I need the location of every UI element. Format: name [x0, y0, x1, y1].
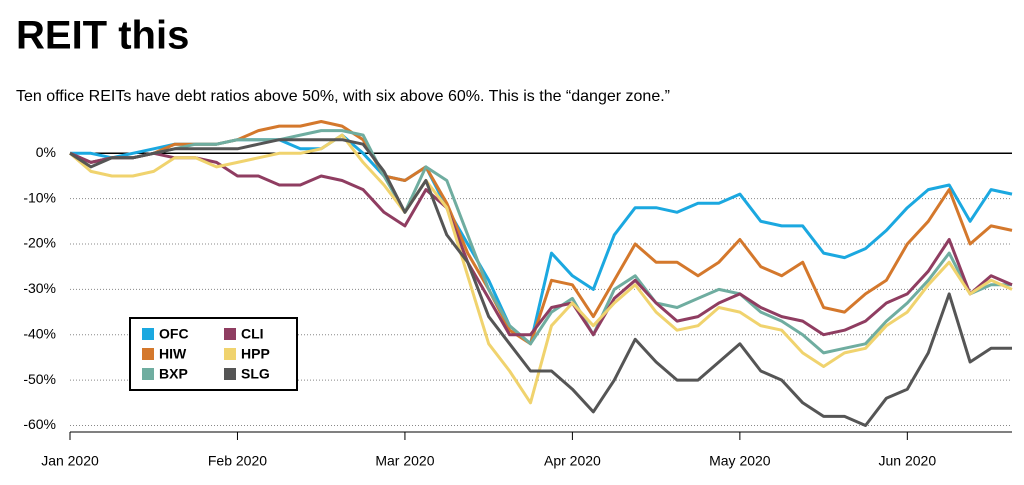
legend-swatch: [142, 348, 154, 360]
legend-swatch: [224, 328, 236, 340]
y-tick-label: -60%: [23, 416, 56, 432]
series-line: [69, 151, 1013, 337]
series-line: [69, 129, 1012, 355]
y-tick-label: -40%: [23, 325, 56, 341]
chart-title: REIT this: [16, 14, 189, 58]
legend-label: HPP: [241, 346, 270, 362]
chart-subtitle: Ten office REITs have debt ratios above …: [16, 88, 670, 105]
x-tick-label: Jun 2020: [879, 453, 937, 469]
legend-swatch: [142, 368, 154, 380]
x-tick-label: Apr 2020: [544, 453, 601, 469]
y-tick-label: -50%: [23, 371, 56, 387]
y-tick-label: -30%: [23, 280, 56, 296]
legend-label: SLG: [241, 366, 270, 382]
x-tick-label: Mar 2020: [375, 453, 434, 469]
legend-swatch: [224, 348, 236, 360]
legend-swatch: [142, 328, 154, 340]
y-tick-label: 0%: [36, 144, 56, 160]
x-tick-label: May 2020: [709, 453, 771, 469]
x-tick-label: Feb 2020: [208, 453, 267, 469]
series-line: [69, 133, 1013, 405]
legend-label: HIW: [159, 346, 187, 362]
legend-label: BXP: [159, 366, 188, 382]
series-line: [69, 138, 1012, 427]
legend-label: CLI: [241, 326, 264, 342]
legend-label: OFC: [159, 326, 189, 342]
legend-box: [129, 317, 298, 391]
series-line: [69, 120, 1013, 346]
y-tick-label: -10%: [23, 189, 56, 205]
legend-swatch: [224, 368, 236, 380]
y-tick-label: -20%: [23, 235, 56, 251]
x-tick-label: Jan 2020: [41, 453, 99, 469]
